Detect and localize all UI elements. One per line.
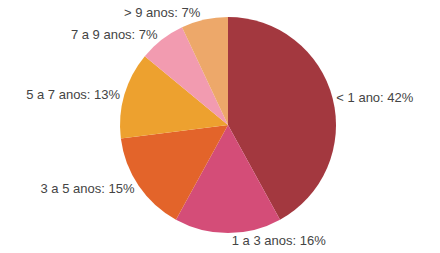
svg-text:1 a 3 anos: 16%: 1 a 3 anos: 16% bbox=[232, 233, 326, 248]
svg-text:5 a 7 anos: 13%: 5 a 7 anos: 13% bbox=[26, 87, 120, 102]
svg-text:< 1 ano: 42%: < 1 ano: 42% bbox=[336, 90, 413, 105]
svg-text:> 9 anos: 7%: > 9 anos: 7% bbox=[124, 5, 201, 20]
svg-text:7 a 9 anos: 7%: 7 a 9 anos: 7% bbox=[71, 27, 158, 42]
svg-text:3 a 5 anos: 15%: 3 a 5 anos: 15% bbox=[41, 181, 135, 196]
